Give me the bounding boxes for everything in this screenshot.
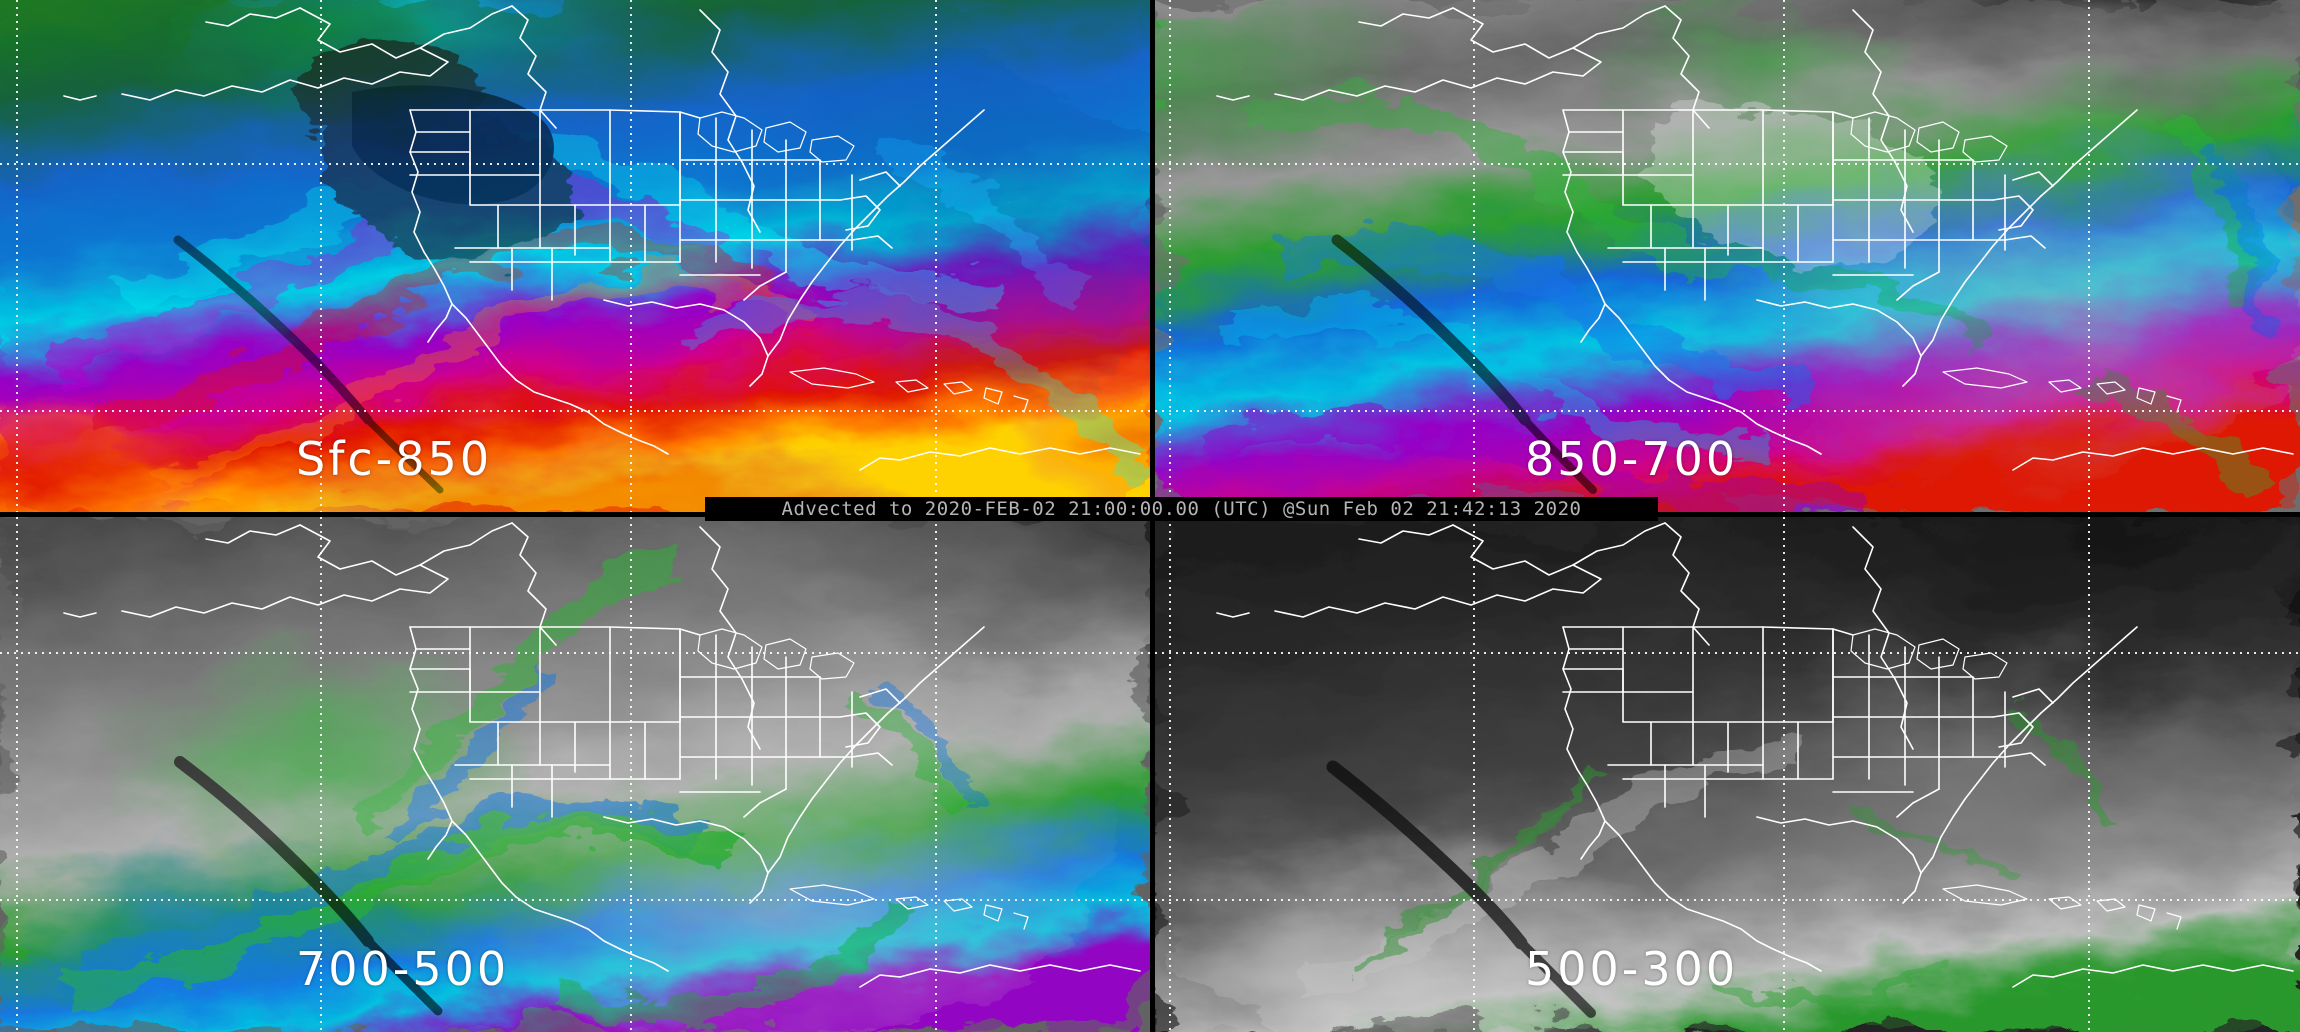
panel-label-850-700: 850-700 — [1525, 432, 1739, 486]
panel-label-500-300: 500-300 — [1525, 942, 1739, 996]
panel-850-700[interactable]: 850-700 — [1155, 0, 2300, 512]
panel-500-300[interactable]: 500-300 — [1155, 517, 2300, 1032]
panel-sfc-850[interactable]: Sfc-850 — [0, 0, 1150, 512]
timestamp-banner: Advected to 2020-FEB-02 21:00:00.00 (UTC… — [705, 497, 1658, 521]
panel-label-700-500: 700-500 — [296, 942, 510, 996]
panel-700-500[interactable]: 700-500 — [0, 517, 1150, 1032]
panel-label-sfc-850: Sfc-850 — [296, 432, 493, 486]
